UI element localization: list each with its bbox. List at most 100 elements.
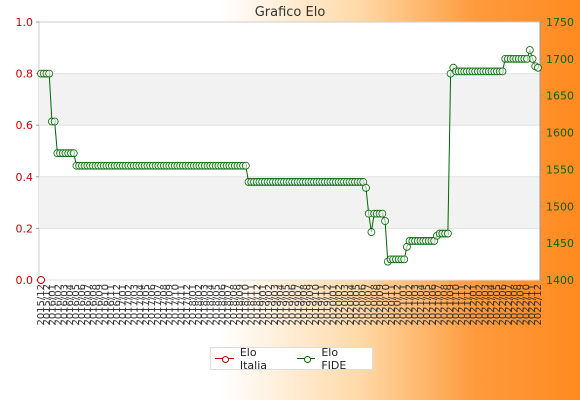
series-elo-italia (37, 276, 45, 284)
x-tick-label: 2021/07 (434, 284, 445, 326)
x-tick-label: 2019/03 (270, 284, 281, 326)
x-tick-label: 2022/07 (504, 284, 515, 326)
x-tick-label: 2021/11 (457, 284, 468, 326)
chart-title: Grafico Elo (255, 5, 326, 20)
x-tick-label: 2016/12 (112, 284, 123, 326)
left-tick-label: 0.2 (16, 222, 34, 235)
x-tick-label: 2017/08 (159, 284, 170, 326)
right-tick-label: 1450 (546, 237, 574, 250)
x-tick-label: 2020/04 (346, 284, 357, 326)
x-tick-label: 2016/09 (94, 284, 105, 326)
x-tick-label: 2018/07 (223, 284, 234, 326)
x-tick-label: 2022/04 (486, 284, 497, 326)
x-tick-label: 2021/01 (399, 284, 410, 326)
x-tick-label: 2022/11 (527, 284, 538, 326)
right-tick-label: 1400 (546, 274, 574, 287)
x-tick-label: 2020/06 (358, 284, 369, 326)
x-tick-label: 2019/01 (258, 284, 269, 326)
x-tick-label: 2020/01 (328, 284, 339, 326)
x-tick-label: 2016/03 (59, 284, 70, 326)
right-tick-label: 1650 (546, 90, 574, 103)
elo-fide-point (534, 63, 542, 72)
x-tick-label: 2019/12 (323, 284, 334, 326)
x-axis: 2015/122015/122016/012016/022016/032016/… (36, 284, 544, 326)
left-tick-label: 0.0 (16, 274, 34, 287)
x-tick-label: 2017/03 (130, 284, 141, 326)
right-y-axis: 1400 1450 1500 1550 1600 1650 1700 1750 (539, 16, 574, 287)
x-tick-label: 2016/01 (48, 284, 59, 326)
elo-fide-point (45, 69, 54, 78)
x-tick-label: 2018/06 (217, 284, 228, 326)
x-tick-label: 2017/06 (147, 284, 158, 326)
elo-fide-point (362, 183, 370, 192)
x-tick-label: 2018/02 (194, 284, 205, 326)
series-elo-fide (37, 46, 542, 266)
x-tick-label: 2020/11 (387, 284, 398, 326)
x-tick-label: 2016/11 (106, 284, 117, 326)
x-tick-label: 2018/10 (241, 284, 252, 326)
x-tick-label: 2015/12 (36, 284, 47, 326)
grid-band (39, 73, 540, 126)
legend: Elo Italia Elo FIDE (210, 346, 373, 372)
x-tick-label: 2017/07 (153, 284, 164, 326)
x-tick-label: 2022/10 (521, 284, 532, 326)
x-tick-label: 2021/03 (410, 284, 421, 326)
x-tick-label: 2020/05 (352, 284, 363, 326)
elo-italia-point (37, 276, 45, 284)
x-tick-label: 2018/12 (252, 284, 263, 326)
x-tick-label: 2021/09 (445, 284, 456, 326)
legend-swatch-elo-fide (296, 354, 316, 364)
x-tick-label: 2018/09 (235, 284, 246, 326)
x-tick-label: 2022/03 (480, 284, 491, 326)
x-tick-label: 2017/09 (165, 284, 176, 326)
elo-fide-point (50, 117, 59, 126)
elo-fide-point (498, 67, 507, 76)
x-tick-label: 2021/05 (422, 284, 433, 326)
x-tick-label: 2017/12 (182, 284, 193, 326)
x-tick-label: 2016/05 (71, 284, 82, 326)
x-tick-label: 2020/07 (363, 284, 374, 326)
left-y-axis: 0.0 0.2 0.4 0.6 0.8 1.0 (16, 16, 39, 287)
x-tick-label: 2019/11 (317, 284, 328, 326)
x-tick-label: 2020/03 (340, 284, 351, 326)
right-tick-label: 1550 (546, 163, 574, 176)
x-tick-label: 2017/01 (118, 284, 129, 326)
left-tick-label: 0.4 (16, 171, 34, 184)
x-tick-label: 2019/07 (293, 284, 304, 326)
elo-fide-point (400, 255, 409, 264)
x-tick-label: 2017/10 (170, 284, 181, 326)
x-tick-label: 2021/12 (463, 284, 474, 326)
x-tick-label: 2021/06 (428, 284, 439, 326)
right-tick-label: 1750 (546, 16, 574, 29)
left-tick-label: 1.0 (16, 16, 34, 29)
x-tick-label: 2022/09 (515, 284, 526, 326)
legend-item-elo-fide: Elo FIDE (296, 346, 364, 372)
x-tick-label: 2020/09 (375, 284, 386, 326)
x-tick-label: 2019/08 (299, 284, 310, 326)
x-tick-label: 2016/04 (65, 284, 76, 326)
x-tick-label: 2019/04 (276, 284, 287, 326)
elo-fide-point (528, 54, 537, 63)
x-tick-label: 2017/11 (176, 284, 187, 326)
elo-fide-point (443, 229, 452, 238)
x-tick-label: 2019/02 (264, 284, 275, 326)
x-tick-label: 2022/05 (492, 284, 503, 326)
elo-fide-point (241, 161, 250, 170)
x-tick-label: 2021/08 (439, 284, 450, 326)
x-tick-label: 2020/08 (369, 284, 380, 326)
x-tick-label: 2019/05 (282, 284, 293, 326)
x-tick-label: 2017/04 (135, 284, 146, 326)
plot-area (38, 21, 541, 281)
x-tick-label: 2019/06 (287, 284, 298, 326)
x-tick-label: 2021/04 (416, 284, 427, 326)
x-tick-label: 2017/02 (124, 284, 135, 326)
x-tick-label: 2018/11 (246, 284, 257, 326)
elo-fide-point (378, 209, 387, 218)
x-tick-label: 2016/07 (83, 284, 94, 326)
plot-background (38, 21, 541, 281)
elo-fide-point (69, 149, 78, 158)
x-tick-label: 2018/01 (188, 284, 199, 326)
right-tick-label: 1600 (546, 127, 574, 140)
x-tick-label: 2020/12 (393, 284, 404, 326)
